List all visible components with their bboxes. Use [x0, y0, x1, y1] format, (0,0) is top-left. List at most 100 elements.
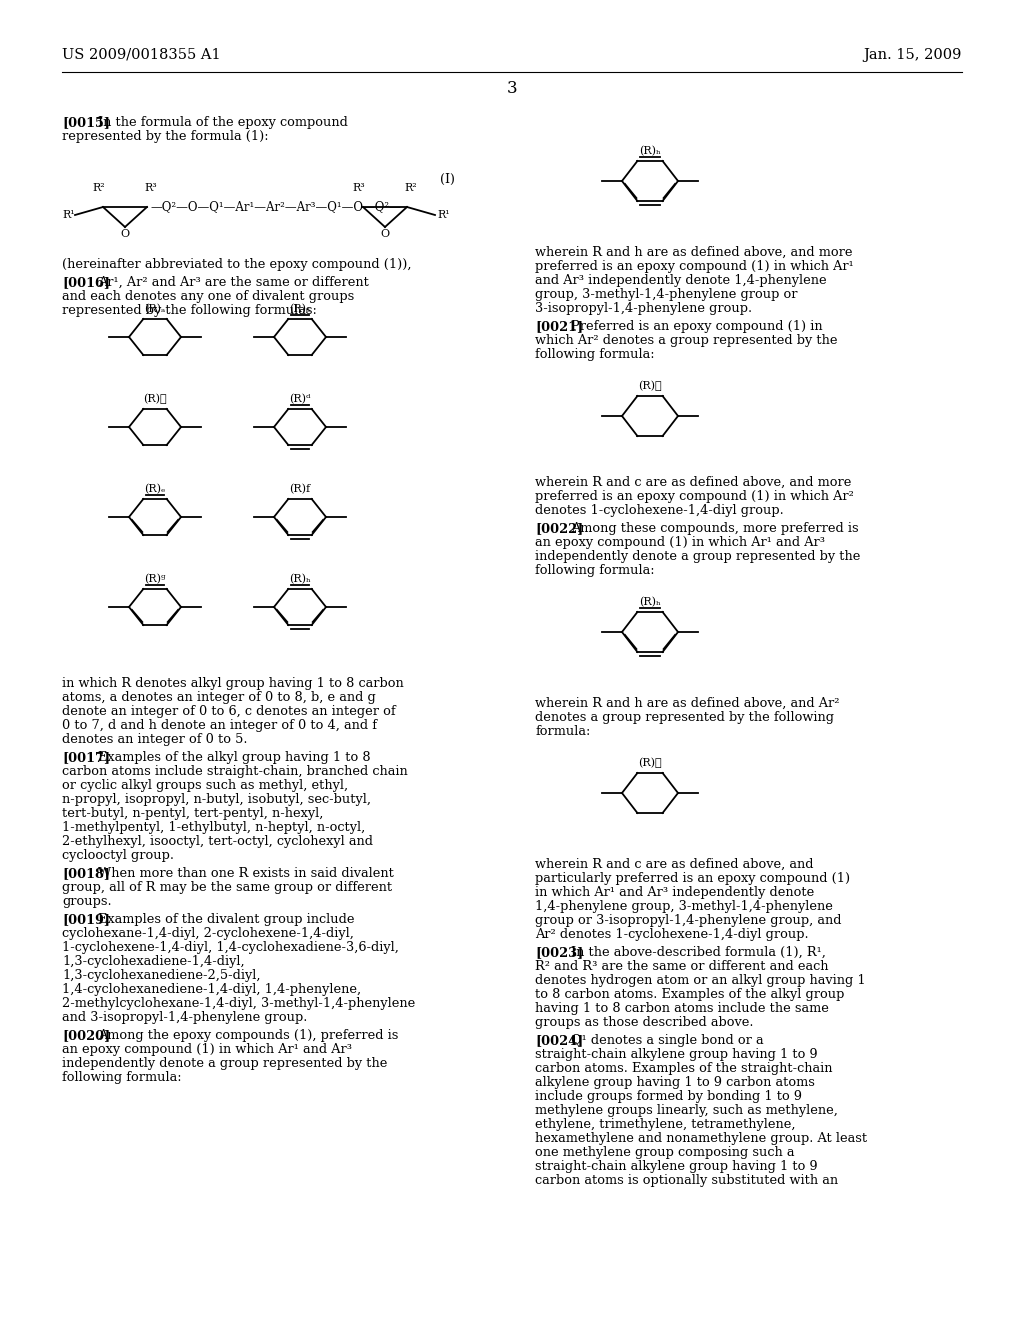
Text: Among these compounds, more preferred is: Among these compounds, more preferred is [571, 521, 859, 535]
Text: ethylene, trimethylene, tetramethylene,: ethylene, trimethylene, tetramethylene, [535, 1118, 796, 1131]
Text: (R)ₕ: (R)ₕ [639, 145, 660, 156]
Text: (R)ₕ: (R)ₕ [289, 574, 311, 583]
Text: 1-methylpentyl, 1-ethylbutyl, n-heptyl, n-octyl,: 1-methylpentyl, 1-ethylbutyl, n-heptyl, … [62, 821, 366, 834]
Text: alkylene group having 1 to 9 carbon atoms: alkylene group having 1 to 9 carbon atom… [535, 1076, 815, 1089]
Text: [0017]: [0017] [62, 751, 111, 764]
Text: (R)ₑ: (R)ₑ [144, 483, 166, 494]
Text: 0 to 7, d and h denote an integer of 0 to 4, and f: 0 to 7, d and h denote an integer of 0 t… [62, 719, 377, 733]
Text: (R)ᵦ: (R)ᵦ [290, 304, 310, 314]
Text: R³: R³ [352, 183, 366, 193]
Text: —Q²—O—Q¹—Ar¹—Ar²—Ar³—Q¹—O—Q²—: —Q²—O—Q¹—Ar¹—Ar²—Ar³—Q¹—O—Q²— [150, 201, 400, 214]
Text: particularly preferred is an epoxy compound (1): particularly preferred is an epoxy compo… [535, 873, 850, 884]
Text: having 1 to 8 carbon atoms include the same: having 1 to 8 carbon atoms include the s… [535, 1002, 828, 1015]
Text: following formula:: following formula: [535, 348, 654, 360]
Text: 1,4-cyclohexanediene-1,4-diyl, 1,4-phenylene,: 1,4-cyclohexanediene-1,4-diyl, 1,4-pheny… [62, 983, 361, 997]
Text: denote an integer of 0 to 6, c denotes an integer of: denote an integer of 0 to 6, c denotes a… [62, 705, 395, 718]
Text: (R)ₕ: (R)ₕ [639, 597, 660, 607]
Text: following formula:: following formula: [535, 564, 654, 577]
Text: n-propyl, isopropyl, n-butyl, isobutyl, sec-butyl,: n-propyl, isopropyl, n-butyl, isobutyl, … [62, 793, 371, 807]
Text: When more than one R exists in said divalent: When more than one R exists in said diva… [98, 867, 394, 880]
Text: represented by the formula (1):: represented by the formula (1): [62, 129, 268, 143]
Text: and 3-isopropyl-1,4-phenylene group.: and 3-isopropyl-1,4-phenylene group. [62, 1011, 307, 1024]
Text: (I): (I) [440, 173, 455, 186]
Text: wherein R and h are as defined above, and Ar²: wherein R and h are as defined above, an… [535, 697, 840, 710]
Text: (hereinafter abbreviated to the epoxy compound (1)),: (hereinafter abbreviated to the epoxy co… [62, 257, 412, 271]
Text: Examples of the divalent group include: Examples of the divalent group include [98, 913, 354, 927]
Text: preferred is an epoxy compound (1) in which Ar¹: preferred is an epoxy compound (1) in wh… [535, 260, 854, 273]
Text: group or 3-isopropyl-1,4-phenylene group, and: group or 3-isopropyl-1,4-phenylene group… [535, 913, 842, 927]
Text: R²: R² [404, 183, 418, 193]
Text: preferred is an epoxy compound (1) in which Ar²: preferred is an epoxy compound (1) in wh… [535, 490, 854, 503]
Text: Examples of the alkyl group having 1 to 8: Examples of the alkyl group having 1 to … [98, 751, 371, 764]
Text: represented by the following formulas:: represented by the following formulas: [62, 304, 316, 317]
Text: groups.: groups. [62, 895, 112, 908]
Text: an epoxy compound (1) in which Ar¹ and Ar³: an epoxy compound (1) in which Ar¹ and A… [535, 536, 825, 549]
Text: [0022]: [0022] [535, 521, 584, 535]
Text: 2-methylcyclohexane-1,4-diyl, 3-methyl-1,4-phenylene: 2-methylcyclohexane-1,4-diyl, 3-methyl-1… [62, 997, 416, 1010]
Text: Q¹ denotes a single bond or a: Q¹ denotes a single bond or a [571, 1034, 764, 1047]
Text: (R)ᵈ: (R)ᵈ [289, 393, 310, 404]
Text: R²: R² [92, 183, 105, 193]
Text: in which R denotes alkyl group having 1 to 8 carbon: in which R denotes alkyl group having 1 … [62, 677, 403, 690]
Text: R³: R³ [144, 183, 158, 193]
Text: group, 3-methyl-1,4-phenylene group or: group, 3-methyl-1,4-phenylene group or [535, 288, 798, 301]
Text: denotes 1-cyclohexene-1,4-diyl group.: denotes 1-cyclohexene-1,4-diyl group. [535, 504, 783, 517]
Text: R¹: R¹ [437, 210, 450, 220]
Text: atoms, a denotes an integer of 0 to 8, b, e and g: atoms, a denotes an integer of 0 to 8, b… [62, 690, 376, 704]
Text: O: O [121, 228, 130, 239]
Text: [0023]: [0023] [535, 946, 584, 960]
Text: (R)꜀: (R)꜀ [638, 380, 662, 391]
Text: (R)꜀: (R)꜀ [638, 758, 662, 768]
Text: denotes hydrogen atom or an alkyl group having 1: denotes hydrogen atom or an alkyl group … [535, 974, 865, 987]
Text: in which Ar¹ and Ar³ independently denote: in which Ar¹ and Ar³ independently denot… [535, 886, 814, 899]
Text: [0024]: [0024] [535, 1034, 584, 1047]
Text: formula:: formula: [535, 725, 591, 738]
Text: [0021]: [0021] [535, 319, 583, 333]
Text: and Ar³ independently denote 1,4-phenylene: and Ar³ independently denote 1,4-phenyle… [535, 275, 826, 286]
Text: carbon atoms include straight-chain, branched chain: carbon atoms include straight-chain, bra… [62, 766, 408, 777]
Text: In the above-described formula (1), R¹,: In the above-described formula (1), R¹, [571, 946, 826, 960]
Text: tert-butyl, n-pentyl, tert-pentyl, n-hexyl,: tert-butyl, n-pentyl, tert-pentyl, n-hex… [62, 807, 324, 820]
Text: O: O [381, 228, 389, 239]
Text: (R)f: (R)f [290, 483, 310, 494]
Text: independently denote a group represented by the: independently denote a group represented… [535, 550, 860, 564]
Text: [0019]: [0019] [62, 913, 110, 927]
Text: (R)꜀: (R)꜀ [143, 393, 167, 404]
Text: to 8 carbon atoms. Examples of the alkyl group: to 8 carbon atoms. Examples of the alkyl… [535, 987, 845, 1001]
Text: denotes a group represented by the following: denotes a group represented by the follo… [535, 711, 834, 723]
Text: 2-ethylhexyl, isooctyl, tert-octyl, cyclohexyl and: 2-ethylhexyl, isooctyl, tert-octyl, cycl… [62, 836, 373, 847]
Text: wherein R and c are as defined above, and: wherein R and c are as defined above, an… [535, 858, 813, 871]
Text: carbon atoms is optionally substituted with an: carbon atoms is optionally substituted w… [535, 1173, 838, 1187]
Text: Ar² denotes 1-cyclohexene-1,4-diyl group.: Ar² denotes 1-cyclohexene-1,4-diyl group… [535, 928, 809, 941]
Text: [0015]: [0015] [62, 116, 110, 129]
Text: carbon atoms. Examples of the straight-chain: carbon atoms. Examples of the straight-c… [535, 1063, 833, 1074]
Text: [0016]: [0016] [62, 276, 110, 289]
Text: cyclohexane-1,4-diyl, 2-cyclohexene-1,4-diyl,: cyclohexane-1,4-diyl, 2-cyclohexene-1,4-… [62, 927, 354, 940]
Text: straight-chain alkylene group having 1 to 9: straight-chain alkylene group having 1 t… [535, 1160, 817, 1173]
Text: (R)ₐ: (R)ₐ [144, 304, 166, 314]
Text: In the formula of the epoxy compound: In the formula of the epoxy compound [98, 116, 348, 129]
Text: 3: 3 [507, 81, 517, 96]
Text: following formula:: following formula: [62, 1071, 181, 1084]
Text: wherein R and c are as defined above, and more: wherein R and c are as defined above, an… [535, 477, 851, 488]
Text: Jan. 15, 2009: Jan. 15, 2009 [863, 48, 962, 62]
Text: (R)ᵍ: (R)ᵍ [144, 574, 166, 583]
Text: R² and R³ are the same or different and each: R² and R³ are the same or different and … [535, 960, 828, 973]
Text: cyclooctyl group.: cyclooctyl group. [62, 849, 174, 862]
Text: methylene groups linearly, such as methylene,: methylene groups linearly, such as methy… [535, 1104, 838, 1117]
Text: independently denote a group represented by the: independently denote a group represented… [62, 1057, 387, 1071]
Text: US 2009/0018355 A1: US 2009/0018355 A1 [62, 48, 220, 62]
Text: straight-chain alkylene group having 1 to 9: straight-chain alkylene group having 1 t… [535, 1048, 817, 1061]
Text: and each denotes any one of divalent groups: and each denotes any one of divalent gro… [62, 290, 354, 304]
Text: 1,3-cyclohexadiene-1,4-diyl,: 1,3-cyclohexadiene-1,4-diyl, [62, 954, 245, 968]
Text: groups as those described above.: groups as those described above. [535, 1016, 754, 1030]
Text: one methylene group composing such a: one methylene group composing such a [535, 1146, 795, 1159]
Text: or cyclic alkyl groups such as methyl, ethyl,: or cyclic alkyl groups such as methyl, e… [62, 779, 348, 792]
Text: 3-isopropyl-1,4-phenylene group.: 3-isopropyl-1,4-phenylene group. [535, 302, 752, 315]
Text: wherein R and h are as defined above, and more: wherein R and h are as defined above, an… [535, 246, 853, 259]
Text: which Ar² denotes a group represented by the: which Ar² denotes a group represented by… [535, 334, 838, 347]
Text: 1,4-phenylene group, 3-methyl-1,4-phenylene: 1,4-phenylene group, 3-methyl-1,4-phenyl… [535, 900, 833, 913]
Text: 1,3-cyclohexanediene-2,5-diyl,: 1,3-cyclohexanediene-2,5-diyl, [62, 969, 260, 982]
Text: 1-cyclohexene-1,4-diyl, 1,4-cyclohexadiene-3,6-diyl,: 1-cyclohexene-1,4-diyl, 1,4-cyclohexadie… [62, 941, 399, 954]
Text: [0020]: [0020] [62, 1030, 111, 1041]
